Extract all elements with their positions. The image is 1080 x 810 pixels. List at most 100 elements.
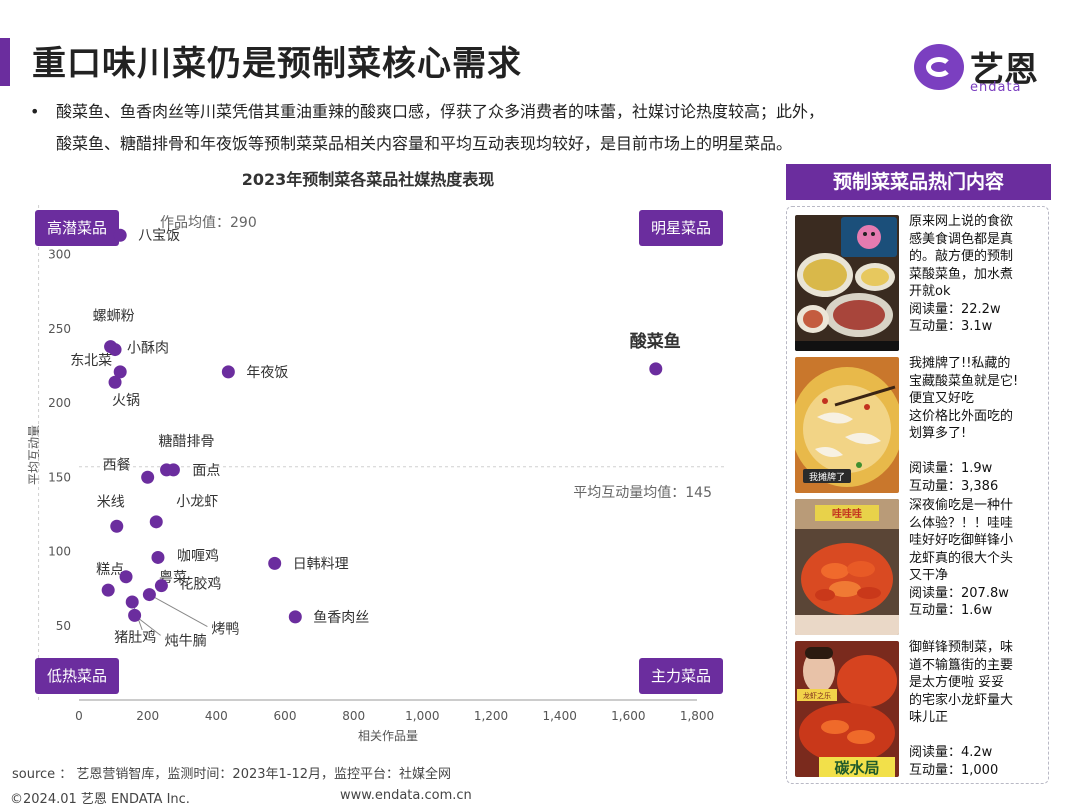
post-4-thumb-label: 碳水局 [834, 759, 879, 777]
hot-post-4[interactable]: 龙虾之乐 碳水局 御鲜锋预制菜，味 道不输簋街的主要 是太方便啦 妥妥 的宅家小… [795, 640, 1045, 778]
data-point-label: 火锅 [112, 393, 140, 409]
y-axis-label: 平均互动量 [27, 425, 41, 485]
y-tick-label: 300 [48, 248, 71, 262]
data-point-label: 猪肚鸡 [114, 629, 156, 646]
data-point-label: 咖喱鸡 [177, 547, 219, 564]
y-tick-label: 200 [48, 396, 71, 410]
endata-logo-icon [914, 44, 964, 90]
data-point [113, 365, 127, 379]
x-axis-label: 相关作品量 [358, 729, 418, 743]
x-tick-label: 800 [342, 709, 365, 723]
post-3-thumb-label: 哇哇哇 [832, 507, 862, 520]
data-point [268, 556, 282, 570]
hot-content-panel: 原来网上说的食欲 感美食调色都是真 的。敲方便的预制 菜酸菜鱼，加水煮 开就ok… [786, 206, 1049, 784]
chart-axes-layer: 0 200 400 600 800 1,000 1,200 1,400 1,600 1,800 50… [27, 248, 714, 743]
data-point-label: 东北菜 [70, 353, 112, 369]
summary-text: 酸菜鱼、鱼香肉丝等川菜凭借其重油重辣的酸爽口感，俘获了众多消费者的味蕾，社媒讨论… [56, 102, 825, 153]
data-point-label: 西餐 [103, 457, 131, 473]
post-3-thumbnail[interactable]: 哇哇哇 [795, 499, 899, 635]
data-point [141, 470, 155, 484]
x-tick-label: 0 [75, 709, 83, 723]
x-tick-label: 1,800 [680, 709, 714, 723]
x-tick-label: 1,000 [405, 709, 439, 723]
data-point [142, 588, 156, 602]
data-point [110, 519, 124, 533]
endata-logo: 艺恩 endata [914, 40, 1064, 96]
title-accent-bar [0, 38, 10, 86]
logo-en-text: endata [970, 80, 1022, 95]
website-link[interactable]: www.endata.com.cn [340, 788, 472, 803]
data-point [113, 228, 127, 242]
data-point-label: 日韩料理 [293, 556, 349, 572]
data-point-label: 螺蛳粉 [93, 309, 135, 325]
bullet-dot: • [30, 102, 40, 121]
data-point-label: 八宝饭 [138, 228, 180, 244]
post-1-thumbnail[interactable] [795, 215, 899, 351]
data-point [119, 570, 133, 584]
x-mean-label: 作品均值：290 [160, 215, 257, 231]
data-point [288, 610, 302, 624]
post-1-text: 原来网上说的食欲 感美食调色都是真 的。敲方便的预制 菜酸菜鱼，加水煮 开就ok… [909, 214, 1014, 334]
data-point-label: 烤鸭 [211, 622, 239, 638]
data-point-label: 炖牛腩 [165, 633, 207, 649]
x-tick-label: 600 [274, 709, 297, 723]
data-point [128, 608, 142, 622]
quadrant-badge-bottom-left [35, 658, 119, 694]
y-tick-label: 150 [48, 470, 71, 484]
data-point [221, 365, 235, 379]
page-title: 重口味川菜仍是预制菜核心需求 [32, 44, 522, 84]
x-tick-label: 200 [136, 709, 159, 723]
chart-title: 2023年预制菜各菜品社媒热度表现 [242, 170, 495, 189]
y-tick-label: 250 [48, 322, 71, 336]
data-point-label: 年夜饭 [246, 365, 288, 381]
data-point-label: 花胶鸡 [179, 576, 221, 593]
hot-content-panel-header: 预制菜菜品热门内容 [786, 164, 1051, 200]
hot-post-3[interactable]: 哇哇哇 深夜偷吃是一种什 么体验？！！哇哇 哇好好吃御鲜锋小 龙虾真的很大个头 … [795, 498, 1045, 635]
post-3-text: 深夜偷吃是一种什 么体验？！！哇哇 哇好好吃御鲜锋小 龙虾真的很大个头 又干净 … [909, 498, 1014, 618]
x-tick-label: 400 [205, 709, 228, 723]
logo-cn-text: 艺恩 [970, 50, 1038, 90]
y-tick-label: 50 [56, 619, 71, 633]
data-point-label: 小酥肉 [127, 341, 169, 357]
hot-post-2[interactable]: 我摊牌了 我摊牌了!!私藏的 宝藏酸菜鱼就是它! 便宜又好吃 这价格比外面吃的 … [795, 356, 1045, 494]
y-mean-label: 平均互动量均值：145 [573, 485, 712, 501]
data-point [166, 463, 180, 477]
quadrant-badge-bottom-right [639, 658, 723, 694]
copyright: ©2024.01 艺恩 ENDATA Inc. [10, 792, 190, 807]
data-point-label: 米线 [97, 494, 125, 510]
data-point [149, 515, 163, 529]
post-2-thumb-label: 我摊牌了 [809, 471, 845, 483]
data-point [151, 550, 165, 564]
quadrant-badge-top-left [35, 210, 119, 246]
data-point-label: 面点 [192, 463, 220, 479]
hot-post-1[interactable]: 原来网上说的食欲 感美食调色都是真 的。敲方便的预制 菜酸菜鱼，加水煮 开就ok… [795, 214, 1045, 351]
post-4-thumbnail[interactable]: 龙虾之乐 碳水局 [795, 641, 899, 777]
data-point [154, 579, 168, 593]
data-point-label: 小龙虾 [176, 494, 218, 510]
x-tick-label: 1,400 [542, 709, 576, 723]
quadrant-badge-top-right [639, 210, 723, 246]
source-note: source ： 艺恩营销智库，监测时间：2023年1-12月，监控平台：社媒全… [12, 767, 452, 782]
x-tick-label: 1,600 [611, 709, 645, 723]
x-tick-label: 1,200 [474, 709, 508, 723]
data-point-label: 糖醋排骨 [159, 434, 215, 450]
data-points-layer: 八宝饭螺蛳粉小酥肉东北菜火锅 年夜饭 酸菜鱼糖醋排骨面点 西餐小龙虾 米线咖喱鸡日韩料理… [70, 228, 681, 649]
mean-lines-layer: 作品均值：290 平均互动量均值：145 [38, 205, 725, 700]
quadrant-label-top-right: 明星菜品 [651, 219, 711, 237]
post-4-thumb-small-label: 龙虾之乐 [803, 691, 831, 700]
data-point-label: 鱼香肉丝 [313, 609, 369, 626]
data-point [125, 595, 139, 609]
y-tick-label: 100 [48, 545, 71, 559]
data-point [101, 583, 115, 597]
data-point [108, 343, 122, 357]
data-point-label: 糕点 [96, 562, 124, 578]
quadrant-label-bottom-left: 低热菜品 [47, 667, 107, 685]
data-point-label: 酸菜鱼 [630, 331, 681, 352]
post-2-text: 我摊牌了!!私藏的 宝藏酸菜鱼就是它! 便宜又好吃 这价格比外面吃的 划算多了!… [909, 356, 1019, 494]
quadrant-label-top-left: 高潜菜品 [47, 219, 107, 237]
quadrant-label-bottom-right: 主力菜品 [651, 667, 711, 685]
scatter-chart: 2023年预制菜各菜品社媒热度表现 0 200 400 600 800 1,000 1,20… [27, 170, 725, 743]
post-2-thumbnail[interactable]: 我摊牌了 [795, 357, 899, 493]
post-4-text: 御鲜锋预制菜，味 道不输簋街的主要 是太方便啦 妥妥 的宅家小龙虾量大 味儿正 … [909, 640, 1014, 778]
